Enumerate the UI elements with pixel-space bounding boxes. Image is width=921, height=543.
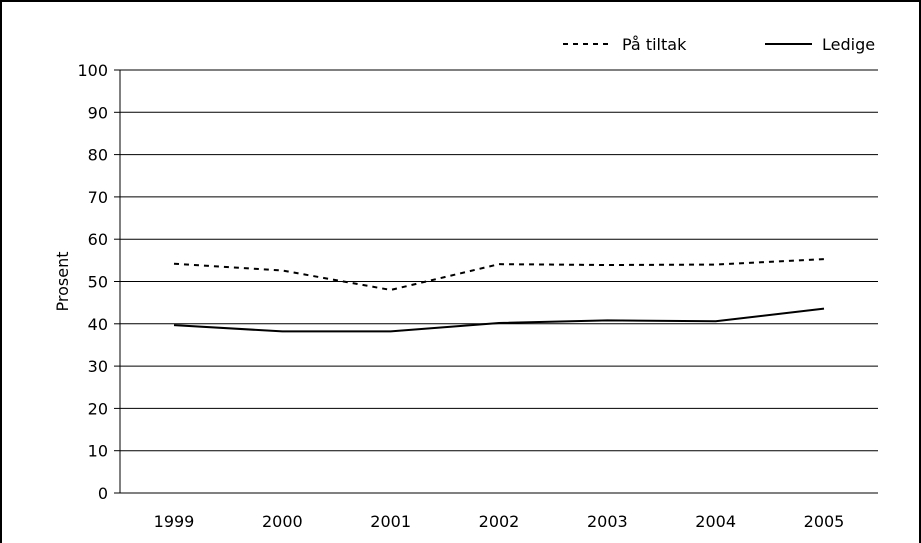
y-tick-label: 70 [88,188,108,207]
y-tick-label: 90 [88,103,108,122]
x-tick-label: 2000 [262,512,303,531]
x-tick-label: 1999 [154,512,195,531]
y-tick-label: 10 [88,442,108,461]
x-tick-label: 2003 [587,512,628,531]
y-tick-label: 100 [77,61,108,80]
y-tick-label: 40 [88,315,108,334]
y-tick-label: 30 [88,357,108,376]
y-tick-label: 50 [88,273,108,292]
x-tick-labels: 1999 2000 2001 2002 2003 2004 2005 [154,512,845,531]
legend: På tiltak Ledige [563,35,875,54]
x-tick-label: 2004 [695,512,736,531]
axes [114,69,878,494]
series-lines [173,258,825,333]
legend-label: På tiltak [622,35,687,54]
y-tick-label: 80 [88,146,108,165]
y-tick-label: 60 [88,230,108,249]
y-tick-label: 0 [98,484,108,503]
y-axis-label: Prosent [53,252,72,312]
x-tick-label: 2002 [479,512,520,531]
x-tick-label: 2005 [804,512,845,531]
series-line-ledige [173,307,825,333]
series-line-pa-tiltak [173,258,825,291]
gridlines [120,69,878,452]
x-tick-label: 2001 [370,512,411,531]
y-tick-labels: 0 10 20 30 40 50 60 70 80 90 100 [77,61,108,503]
y-tick-label: 20 [88,399,108,418]
legend-label: Ledige [822,35,875,54]
